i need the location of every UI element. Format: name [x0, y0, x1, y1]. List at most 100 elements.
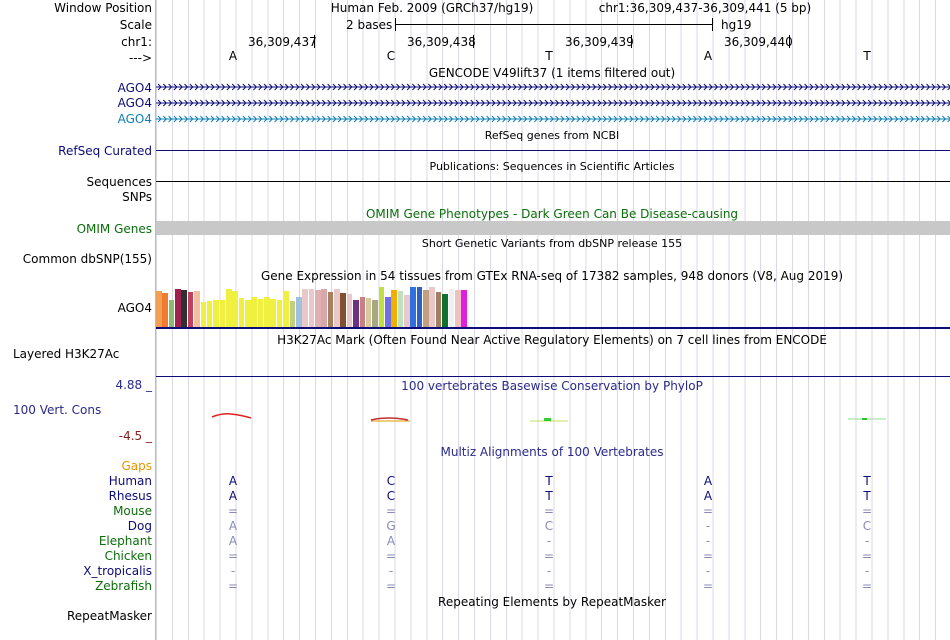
alignment-base: C	[862, 519, 872, 533]
gtex-tissue-bar[interactable]	[238, 298, 245, 327]
species-label[interactable]: Rhesus	[108, 489, 152, 503]
omim-track-title: OMIM Gene Phenotypes - Dark Green Can Be…	[365, 207, 739, 221]
repeatmasker-track-label[interactable]: RepeatMasker	[66, 609, 152, 623]
gtex-tissue-bar[interactable]	[435, 292, 442, 327]
gtex-tissue-bar[interactable]	[276, 300, 283, 327]
gtex-tissue-bar[interactable]	[168, 300, 175, 327]
gencode-transcript-3[interactable]	[156, 114, 950, 124]
gtex-tissue-bar[interactable]	[423, 290, 429, 327]
publications-line[interactable]	[156, 181, 950, 182]
gtex-tissue-bar[interactable]	[359, 297, 366, 327]
gtex-tissue-bar[interactable]	[225, 289, 232, 327]
scale-label: Scale	[119, 18, 152, 32]
alignment-base: =	[227, 579, 239, 593]
gtex-tissue-bar[interactable]	[365, 298, 372, 327]
alignment-base: A	[228, 534, 238, 548]
gtex-tissue-bar[interactable]	[232, 291, 238, 327]
gtex-tissue-bar[interactable]	[162, 293, 168, 327]
track-data-pane[interactable]: Human Feb. 2009 (GRCh37/hg19) chr1:36,30…	[156, 0, 950, 640]
gencode-item-label-3[interactable]: AGO4	[117, 112, 152, 126]
gtex-tissue-bar[interactable]	[219, 300, 226, 327]
gencode-transcript-2[interactable]	[156, 98, 950, 108]
gtex-tissue-bar[interactable]	[384, 297, 391, 327]
phylop-track-label[interactable]: 100 Vert. Cons	[13, 403, 102, 417]
phylop-max-label: 4.88 _	[115, 378, 152, 392]
phylop-plot[interactable]	[156, 405, 950, 425]
phylop-peak-1	[211, 413, 252, 419]
gtex-tissue-bar[interactable]	[429, 287, 436, 327]
gtex-tissue-bar[interactable]	[454, 290, 461, 327]
gtex-tissue-bar[interactable]	[175, 289, 181, 327]
gtex-tissue-bar[interactable]	[257, 299, 264, 327]
gtex-tissue-bar[interactable]	[334, 289, 340, 327]
snps-track-label[interactable]: SNPs	[122, 190, 152, 204]
species-label[interactable]: Elephant	[98, 534, 152, 548]
gtex-tissue-bar[interactable]	[289, 301, 296, 327]
species-label[interactable]: Mouse	[113, 504, 152, 518]
gtex-track-label[interactable]: AGO4	[117, 301, 152, 315]
coord-4: 36,309,440	[724, 35, 793, 49]
gtex-tissue-bar[interactable]	[213, 300, 219, 327]
gtex-tissue-bar[interactable]	[410, 287, 416, 327]
alignment-base: -	[705, 534, 711, 548]
gtex-tissue-bar[interactable]	[372, 300, 378, 327]
coord-tick-3	[631, 35, 632, 48]
gencode-item-label-1[interactable]: AGO4	[117, 81, 152, 95]
gtex-tissue-bar[interactable]	[353, 300, 359, 327]
omim-gene-bar[interactable]	[156, 221, 950, 235]
gtex-tissue-bar[interactable]	[397, 291, 404, 327]
window-position-label: Window Position	[54, 1, 152, 15]
alignment-base: -	[705, 564, 711, 578]
gtex-tissue-bar[interactable]	[302, 289, 308, 327]
gtex-tissue-bar[interactable]	[404, 295, 410, 327]
species-label[interactable]: Dog	[127, 519, 152, 533]
gtex-tissue-bar[interactable]	[283, 291, 289, 327]
gtex-tissue-bar[interactable]	[270, 299, 277, 327]
species-label[interactable]: Human	[108, 474, 152, 488]
gtex-tissue-bar[interactable]	[181, 290, 188, 327]
species-label[interactable]: Zebrafish	[95, 579, 152, 593]
species-label[interactable]: X_tropicalis	[83, 564, 152, 578]
gtex-tissue-bar[interactable]	[391, 290, 397, 327]
omim-track-label[interactable]: OMIM Genes	[76, 222, 152, 236]
gtex-tissue-bar[interactable]	[264, 297, 270, 327]
publications-track-title: Publications: Sequences in Scientific Ar…	[429, 160, 675, 173]
gtex-tissue-bar[interactable]	[340, 293, 347, 327]
gtex-tissue-bar[interactable]	[416, 287, 423, 327]
gtex-tissue-bar[interactable]	[308, 289, 315, 327]
scale-bar-start	[395, 18, 396, 31]
species-label[interactable]: Chicken	[104, 549, 152, 563]
gtex-tissue-bar[interactable]	[461, 290, 467, 327]
refseq-track-label[interactable]: RefSeq Curated	[58, 144, 152, 158]
gtex-bar-chart[interactable]	[156, 285, 556, 327]
gtex-tissue-bar[interactable]	[448, 289, 455, 327]
gtex-tissue-bar[interactable]	[156, 291, 162, 327]
gtex-tissue-bar[interactable]	[187, 292, 194, 327]
gtex-tissue-bar[interactable]	[194, 291, 200, 327]
h3k27ac-track-label[interactable]: Layered H3K27Ac	[13, 347, 120, 361]
gencode-item-label-2[interactable]: AGO4	[117, 96, 152, 110]
gtex-tissue-bar[interactable]	[200, 302, 207, 327]
phylop-track-title: 100 vertebrates Basewise Conservation by…	[401, 379, 703, 393]
gencode-track-title: GENCODE V49lift37 (1 items filtered out)	[428, 66, 676, 80]
gtex-tissue-bar[interactable]	[378, 287, 385, 327]
gtex-tissue-bar[interactable]	[206, 301, 213, 327]
gencode-transcript-1[interactable]	[156, 82, 950, 92]
gtex-tissue-bar[interactable]	[245, 300, 251, 327]
alignment-base: C	[386, 474, 396, 488]
gtex-tissue-bar[interactable]	[442, 294, 448, 327]
alignment-base: A	[228, 519, 238, 533]
phylop-min-label: -4.5 _	[118, 429, 152, 443]
alignment-base: T	[545, 474, 553, 488]
gtex-tissue-bar[interactable]	[315, 290, 321, 327]
gtex-tissue-bar[interactable]	[321, 289, 327, 327]
publications-track-label[interactable]: Sequences	[86, 175, 152, 189]
dbsnp-track-label[interactable]: Common dbSNP(155)	[22, 252, 152, 266]
gtex-tissue-bar[interactable]	[251, 297, 257, 327]
gtex-tissue-bar[interactable]	[327, 292, 334, 327]
gtex-tissue-bar[interactable]	[295, 297, 302, 327]
refseq-gene-line[interactable]	[156, 150, 950, 151]
gtex-tissue-bar[interactable]	[346, 294, 353, 327]
alignment-base: =	[702, 549, 714, 563]
phylop-mark-5	[862, 418, 867, 420]
